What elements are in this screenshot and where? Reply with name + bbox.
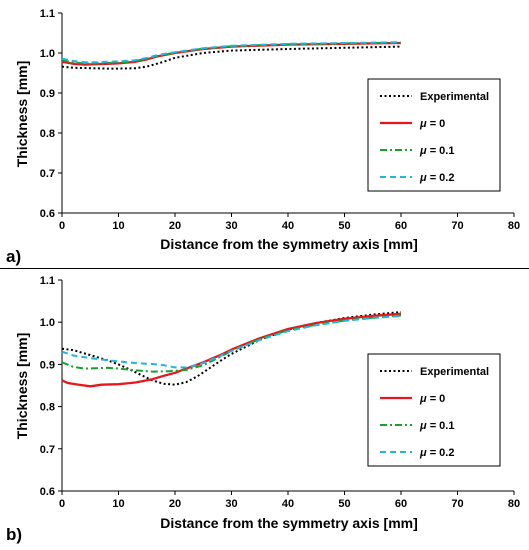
series-line-1 — [61, 45, 402, 70]
x-tick-label: 10 — [112, 220, 124, 232]
x-tick-label: 60 — [395, 498, 407, 510]
x-tick-label: 30 — [225, 498, 237, 510]
x-tick-label: 20 — [169, 498, 181, 510]
x-tick-label: 20 — [169, 220, 181, 232]
panel-label: a) — [6, 247, 21, 266]
legend-box — [367, 78, 501, 192]
axes — [58, 12, 515, 217]
legend: Experimental μ = 0 μ = 0.1 μ = 0.2 — [367, 78, 501, 192]
tick-labels: 0 10 20 30 40 50 60 70 80 0.6 0.7 0.8 0.9 1.0 1.1 — [40, 8, 520, 232]
x-axis-title: Distance from the symmetry axis [mm] — [160, 236, 418, 252]
x-tick-label: 50 — [338, 220, 350, 232]
legend-label: μ = 0.1 — [419, 420, 454, 432]
y-tick-label: 1.1 — [40, 8, 55, 20]
y-tick-label: 0.6 — [40, 208, 55, 220]
legend-label: μ = 0.1 — [419, 145, 454, 157]
x-tick-label: 60 — [395, 220, 407, 232]
legend-box — [367, 353, 501, 467]
y-tick-label: 0.9 — [40, 359, 55, 371]
x-tick-label: 40 — [282, 498, 294, 510]
x-axis-title: Distance from the symmetry axis [mm] — [160, 515, 418, 531]
x-tick-label: 0 — [59, 498, 65, 510]
series-lines — [61, 311, 402, 388]
y-axis-title: Thickness [mm] — [14, 333, 30, 440]
x-tick-label: 80 — [508, 220, 520, 232]
y-tick-label: 0.7 — [40, 444, 55, 456]
x-tick-label: 70 — [451, 220, 463, 232]
series-line-2 — [61, 312, 402, 388]
x-tick-label: 0 — [59, 220, 65, 232]
axes — [58, 279, 515, 495]
legend-label: μ = 0 — [419, 393, 445, 405]
x-tick-label: 40 — [282, 220, 294, 232]
series-line-4 — [61, 314, 402, 369]
x-tick-label: 70 — [451, 498, 463, 510]
chart-panel-b: b) Thickness [mm] Distance from the symm… — [6, 275, 520, 544]
y-tick-label: 1.1 — [40, 275, 55, 287]
y-tick-label: 0.8 — [40, 128, 55, 140]
legend-label: Experimental — [420, 91, 489, 103]
legend: Experimental μ = 0 μ = 0.1 μ = 0.2 — [367, 353, 501, 467]
x-tick-label: 30 — [225, 220, 237, 232]
panel-label: b) — [6, 525, 22, 544]
y-tick-label: 1.0 — [40, 317, 55, 329]
legend-label: μ = 0.2 — [419, 447, 454, 459]
legend-label: μ = 0 — [419, 118, 445, 130]
y-tick-label: 1.0 — [40, 48, 55, 60]
series-line-3 — [61, 314, 402, 373]
y-tick-label: 0.8 — [40, 402, 55, 414]
x-tick-label: 10 — [112, 498, 124, 510]
series-lines — [61, 41, 402, 70]
series-line-4 — [61, 41, 402, 64]
y-tick-label: 0.6 — [40, 486, 55, 498]
tick-labels: 0 10 20 30 40 50 60 70 80 0.6 0.7 0.8 0.9 1.0 1.1 — [40, 275, 520, 510]
x-tick-label: 80 — [508, 498, 520, 510]
y-tick-label: 0.9 — [40, 88, 55, 100]
legend-label: Experimental — [420, 366, 489, 378]
y-axis-title: Thickness [mm] — [14, 61, 30, 168]
legend-label: μ = 0.2 — [419, 172, 454, 184]
x-tick-label: 50 — [338, 498, 350, 510]
y-tick-label: 0.7 — [40, 168, 55, 180]
chart-panel-a: a) Thickness [mm] Distance from the symm… — [6, 8, 520, 266]
